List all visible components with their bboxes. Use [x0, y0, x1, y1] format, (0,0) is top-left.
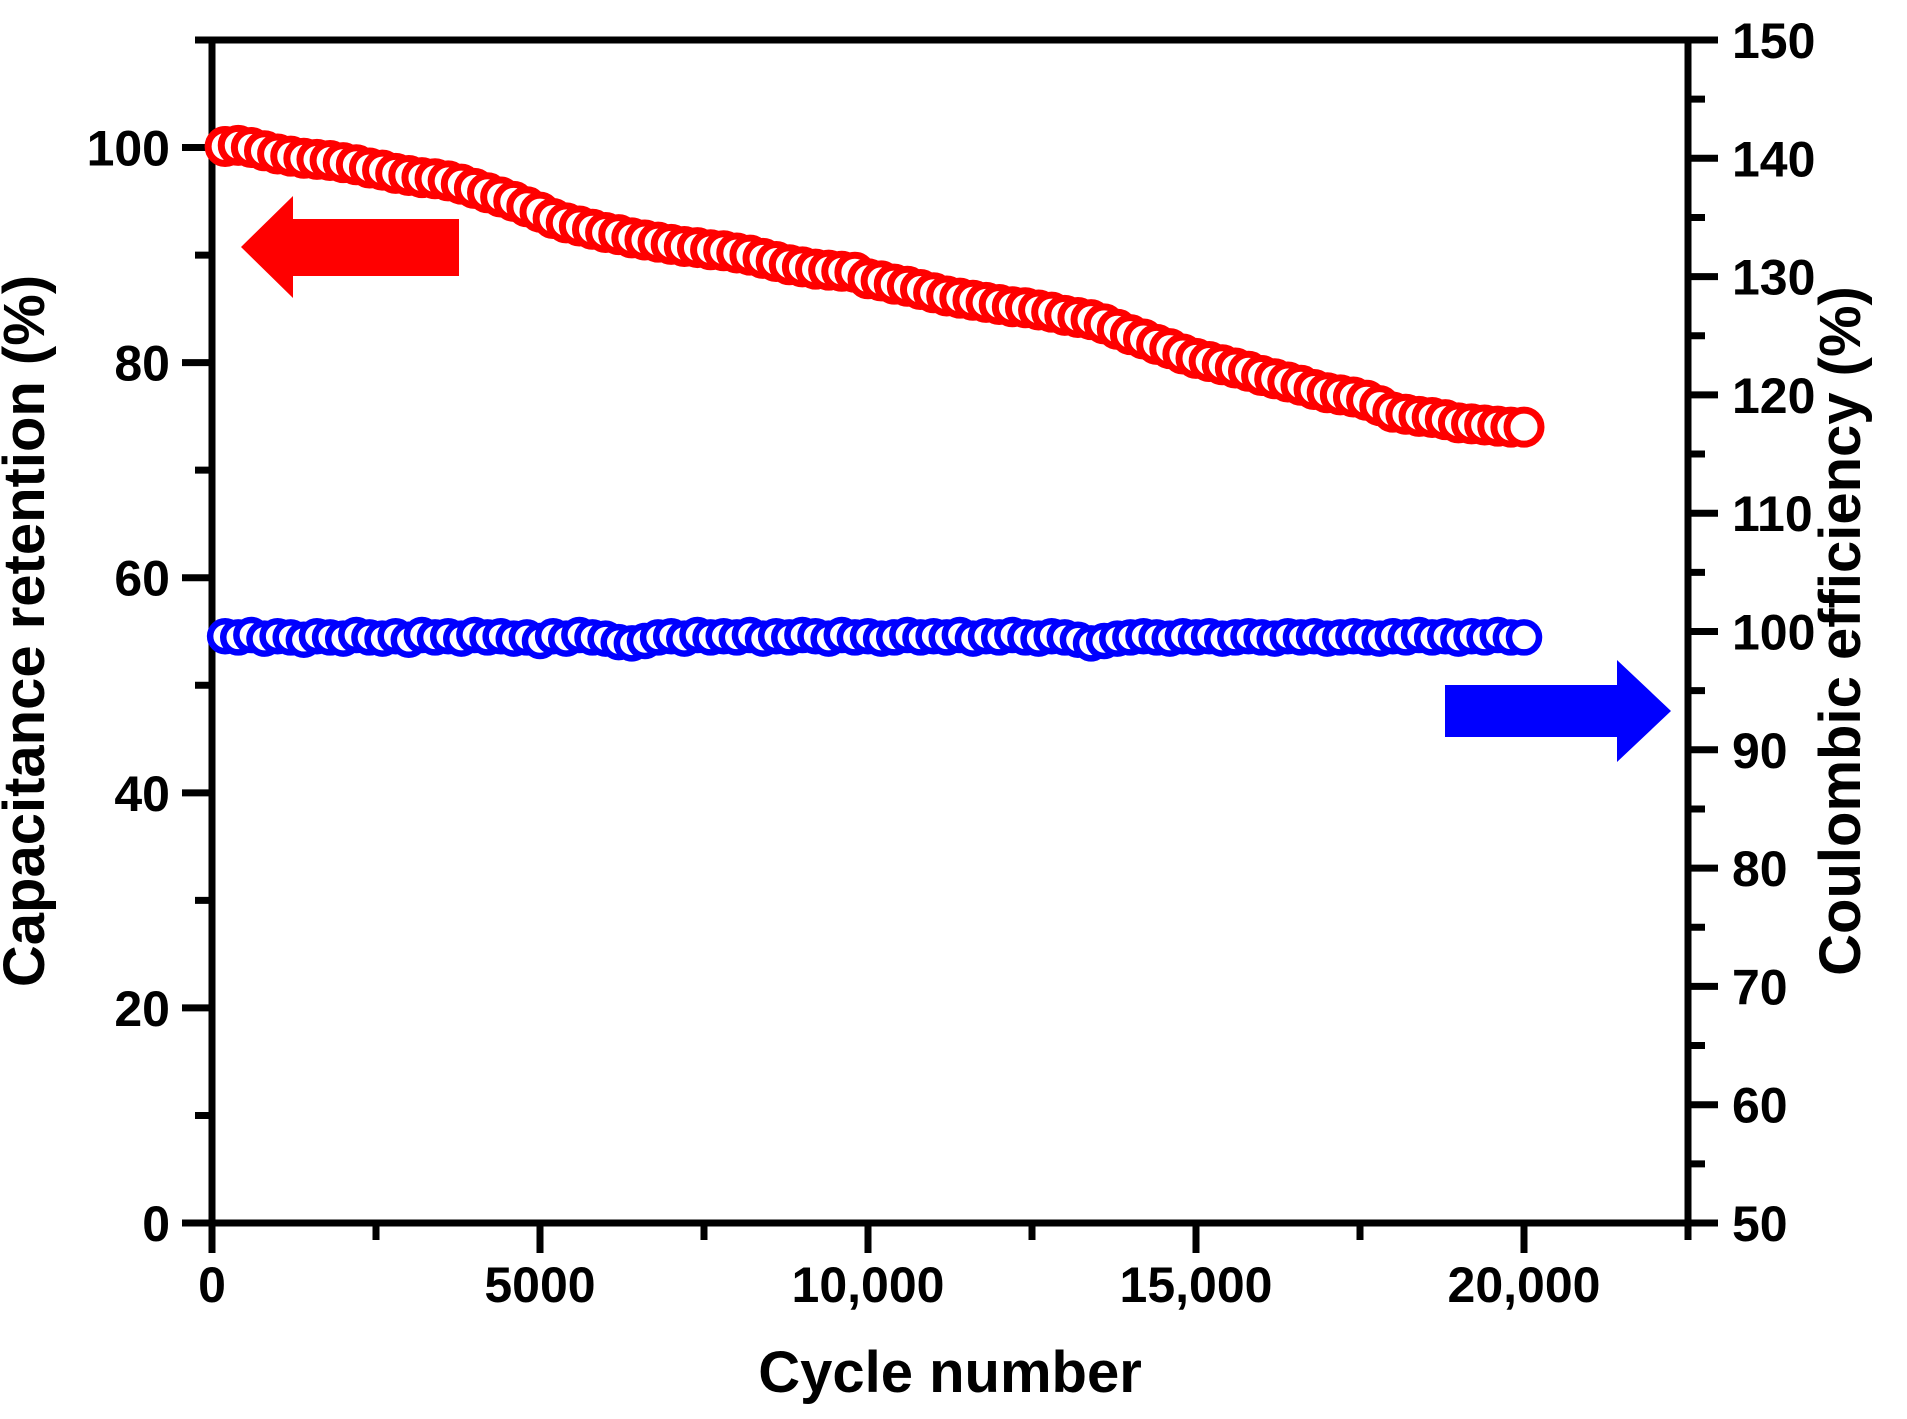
blue-right-arrow [1445, 660, 1671, 762]
axis-indicator-arrows-layer [241, 196, 1671, 762]
right-y-tick-label: 80 [1732, 841, 1788, 897]
capacitance-retention-series [204, 124, 1545, 448]
right-y-tick-label: 60 [1732, 1078, 1788, 1134]
x-axis-title: Cycle number [758, 1340, 1142, 1405]
x-tick-label: 10,000 [792, 1257, 945, 1313]
x-tick-label: 5000 [484, 1257, 595, 1313]
data-markers-layer [204, 124, 1545, 662]
left-y-tick-label: 80 [114, 336, 170, 392]
tick-labels-layer: 0 5000 10,000 15,000 20,000 0 20 40 60 80 100 50 60 7… [87, 13, 1816, 1313]
left-y-tick-label: 60 [114, 551, 170, 607]
right-y-tick-label: 50 [1732, 1196, 1788, 1252]
left-y-tick-label: 0 [142, 1196, 170, 1252]
x-tick-label: 0 [198, 1257, 226, 1313]
right-y-tick-label: 120 [1732, 368, 1815, 424]
left-y-tick-label: 20 [114, 981, 170, 1037]
right-y-axis-title: Coulombic efficiency (%) [1808, 286, 1873, 976]
efficiency-data-point [1505, 619, 1543, 656]
red-left-arrow [241, 196, 459, 298]
right-y-tick-label: 110 [1732, 486, 1813, 542]
x-tick-label: 20,000 [1448, 1257, 1601, 1313]
right-y-tick-label: 100 [1732, 605, 1815, 661]
right-y-tick-label: 90 [1732, 723, 1788, 779]
coulombic-efficiency-series [206, 616, 1543, 662]
right-y-tick-label: 70 [1732, 959, 1788, 1015]
left-y-tick-label: 100 [87, 121, 170, 177]
left-y-axis-title: Capacitance retention (%) [0, 275, 57, 987]
right-y-tick-label: 140 [1732, 131, 1815, 187]
left-y-tick-label: 40 [114, 766, 170, 822]
x-tick-label: 15,000 [1120, 1257, 1273, 1313]
right-y-tick-label: 130 [1732, 250, 1815, 306]
retention-data-point [1503, 406, 1545, 448]
right-y-tick-label: 150 [1732, 13, 1815, 69]
